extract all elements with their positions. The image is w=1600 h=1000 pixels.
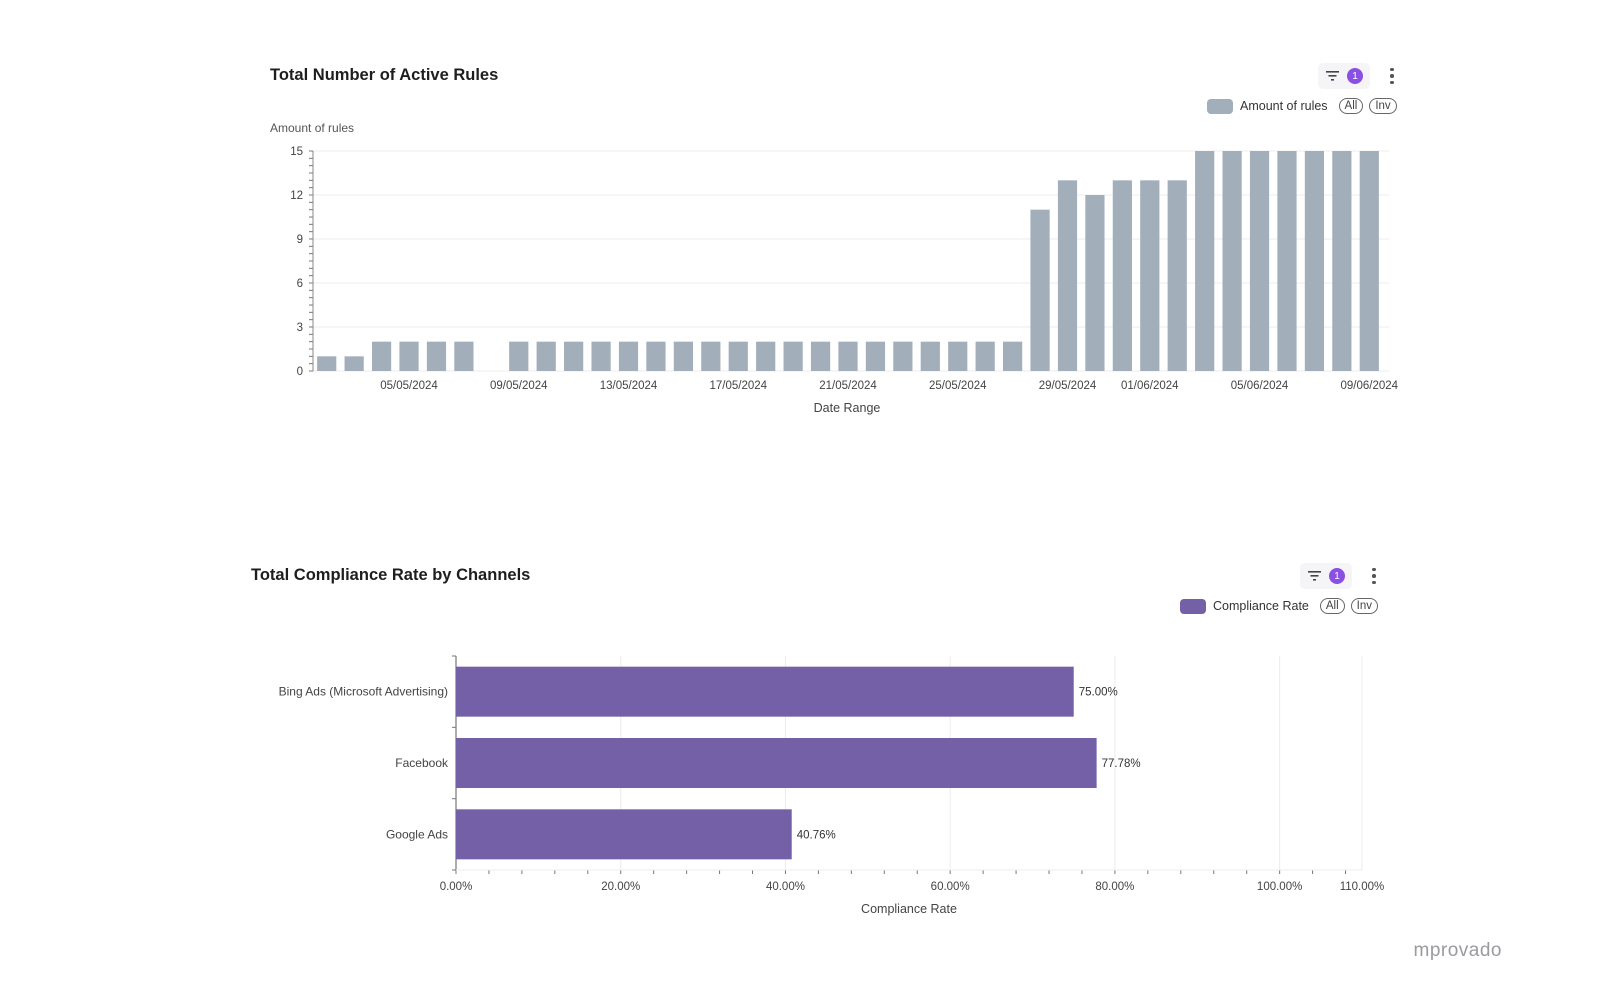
x-tick-label: 21/05/2024 bbox=[819, 380, 877, 392]
x-tick-label: 25/05/2024 bbox=[929, 380, 987, 392]
bar bbox=[948, 341, 968, 371]
bar bbox=[456, 666, 1074, 717]
bar bbox=[591, 341, 611, 371]
active-rules-chart: Amount of rules 0 3 6 9 12 15 05/05/2024 09/05/2… bbox=[270, 121, 1399, 415]
bar bbox=[1057, 180, 1078, 371]
data-label: 77.78% bbox=[1102, 758, 1141, 770]
bar bbox=[317, 356, 337, 371]
x-tick-label: 09/06/2024 bbox=[1341, 380, 1399, 392]
filter-icon bbox=[1308, 571, 1321, 581]
chart1-filter-button[interactable]: 1 bbox=[1318, 63, 1370, 89]
bar bbox=[456, 809, 792, 860]
bar bbox=[810, 341, 831, 371]
chart1-more-options-icon[interactable] bbox=[1387, 65, 1397, 87]
bar bbox=[1167, 180, 1187, 371]
bar bbox=[509, 341, 529, 371]
compliance-rate-chart: 0.00% 20.00% 40.00% 60.00% 80.00% 100.00% 110.… bbox=[279, 655, 1385, 916]
bar bbox=[371, 341, 392, 371]
filter-count-badge: 1 bbox=[1347, 68, 1363, 84]
data-label: 75.00% bbox=[1079, 687, 1118, 699]
y-tick-label: 12 bbox=[290, 190, 303, 202]
y-tick-label: 0 bbox=[297, 366, 303, 378]
legend-label[interactable]: Amount of rules bbox=[1240, 99, 1328, 113]
chart2-filter-button[interactable]: 1 bbox=[1300, 563, 1352, 589]
bar bbox=[1085, 195, 1105, 371]
bar bbox=[1195, 151, 1215, 371]
y-tick-label: Bing Ads (Microsoft Advertising) bbox=[279, 685, 448, 699]
y-tick-label: 6 bbox=[297, 278, 303, 290]
bar bbox=[756, 341, 776, 371]
bar bbox=[783, 341, 803, 371]
bar bbox=[426, 341, 447, 371]
filter-icon bbox=[1326, 71, 1339, 81]
bar bbox=[920, 341, 940, 371]
data-label: 40.76% bbox=[797, 829, 836, 841]
x-tick-label: 29/05/2024 bbox=[1039, 380, 1097, 392]
y-tick-label: 3 bbox=[297, 322, 303, 334]
y-tick-label: Google Ads bbox=[386, 827, 448, 841]
x-tick-label: 60.00% bbox=[931, 881, 970, 893]
x-tick-label: 0.00% bbox=[440, 881, 473, 893]
chart1-legend: Amount of rules All Inv bbox=[1207, 98, 1397, 114]
bar bbox=[865, 341, 886, 371]
x-axis-label: Compliance Rate bbox=[861, 902, 957, 916]
bar bbox=[701, 341, 721, 371]
y-axis-label: Amount of rules bbox=[270, 121, 354, 135]
bar bbox=[618, 341, 639, 371]
bar bbox=[454, 341, 474, 371]
x-tick-label: 05/06/2024 bbox=[1231, 380, 1289, 392]
bar bbox=[344, 356, 364, 371]
x-tick-label: 80.00% bbox=[1095, 881, 1134, 893]
bar bbox=[893, 341, 913, 371]
chart1-title: Total Number of Active Rules bbox=[270, 66, 499, 84]
x-tick-label: 09/05/2024 bbox=[490, 380, 548, 392]
bar bbox=[975, 341, 995, 371]
bar bbox=[1332, 151, 1352, 371]
bar bbox=[728, 341, 748, 371]
chart2-title: Total Compliance Rate by Channels bbox=[251, 566, 531, 584]
bar bbox=[1249, 151, 1270, 371]
x-tick-label: 20.00% bbox=[601, 881, 640, 893]
brand-watermark: mprovado bbox=[1413, 940, 1502, 961]
bar bbox=[1277, 151, 1297, 371]
bar bbox=[564, 341, 584, 371]
x-tick-label: 13/05/2024 bbox=[600, 380, 658, 392]
bar bbox=[536, 341, 556, 371]
x-axis-label: Date Range bbox=[814, 401, 881, 415]
bar bbox=[1140, 180, 1160, 371]
x-tick-label: 100.00% bbox=[1257, 881, 1302, 893]
filter-count-badge: 1 bbox=[1329, 568, 1345, 584]
bar bbox=[1003, 341, 1023, 371]
legend-swatch bbox=[1180, 598, 1206, 614]
bar bbox=[1304, 151, 1325, 371]
bar bbox=[1222, 151, 1242, 371]
chart2-more-options-icon[interactable] bbox=[1369, 565, 1379, 587]
y-tick-label: 15 bbox=[290, 146, 303, 158]
bar bbox=[1030, 209, 1050, 371]
bar bbox=[646, 341, 666, 371]
bar bbox=[838, 341, 858, 371]
legend-all-button[interactable]: All bbox=[1319, 598, 1345, 614]
y-tick-label: 9 bbox=[297, 234, 303, 246]
bar bbox=[456, 738, 1097, 788]
x-tick-label: 17/05/2024 bbox=[709, 380, 767, 392]
bar bbox=[673, 341, 693, 371]
x-tick-label: 01/06/2024 bbox=[1121, 380, 1179, 392]
legend-invert-button[interactable]: Inv bbox=[1369, 98, 1397, 114]
legend-label[interactable]: Compliance Rate bbox=[1213, 599, 1309, 613]
legend-swatch bbox=[1207, 98, 1233, 114]
bar bbox=[1112, 180, 1132, 371]
legend-invert-button[interactable]: Inv bbox=[1350, 598, 1379, 614]
bar bbox=[399, 341, 419, 371]
x-tick-label: 40.00% bbox=[766, 881, 805, 893]
legend-all-button[interactable]: All bbox=[1338, 98, 1364, 114]
chart2-legend: Compliance Rate All Inv bbox=[1180, 598, 1379, 614]
bar bbox=[1359, 151, 1379, 371]
y-tick-label: Facebook bbox=[395, 756, 449, 770]
x-tick-label: 05/05/2024 bbox=[380, 380, 438, 392]
x-tick-label: 110.00% bbox=[1340, 881, 1385, 893]
